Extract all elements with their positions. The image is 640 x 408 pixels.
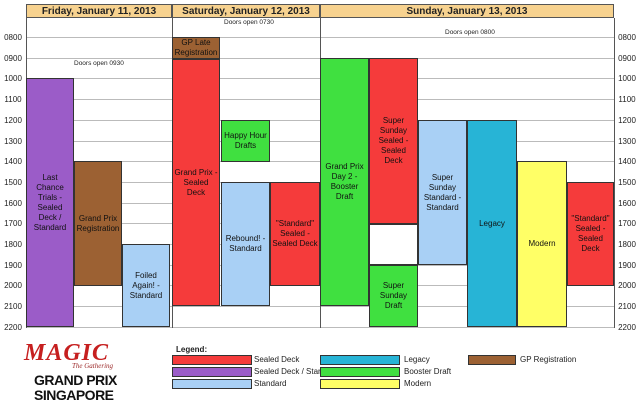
logo-singapore: SINGAPORE: [34, 387, 114, 403]
time-label: 1100: [4, 95, 22, 105]
legend-title: Legend:: [176, 345, 208, 354]
time-label: 1700: [4, 219, 22, 229]
legend-swatch-sealed-deck: [172, 355, 252, 365]
time-label: 1200: [4, 115, 22, 125]
time-label: 1200: [618, 115, 636, 125]
legend-label-legacy: Legacy: [404, 355, 430, 364]
event-happy-hour-drafts[interactable]: Happy Hour Drafts: [221, 120, 270, 162]
time-label: 0900: [618, 53, 636, 63]
event-legacy[interactable]: Legacy: [467, 120, 517, 327]
time-label: 1900: [618, 260, 636, 270]
time-label: 0800: [618, 33, 636, 42]
divider-sunday-right: [614, 18, 615, 328]
time-label: 1800: [4, 240, 22, 249]
event-modern[interactable]: Modern: [517, 161, 567, 327]
time-label: 1800: [618, 240, 636, 249]
time-label: 2100: [618, 302, 636, 312]
doors-saturday: Doors open 0730: [224, 19, 274, 26]
empty-slot-sunday: [369, 224, 418, 265]
event-gp-sealed-deck[interactable]: Grand Prix - Sealed Deck: [172, 59, 220, 306]
event-super-sunday-standard[interactable]: Super Sunday Standard - Standard: [418, 120, 467, 265]
time-label: 1100: [618, 95, 636, 105]
magic-gp-singapore-logo: MAGIC The Gathering GRAND PRIX SINGAPORE: [20, 340, 140, 404]
legend-label-standard: Standard: [254, 379, 287, 388]
event-super-sunday-sealed[interactable]: Super Sunday Sealed - Sealed Deck: [369, 58, 418, 224]
event-gp-registration[interactable]: Grand Prix Registration: [74, 161, 122, 286]
legend-label-sealed-standard: Sealed Deck / Standard: [254, 367, 339, 376]
time-label: 2100: [4, 302, 22, 312]
time-label: 1400: [4, 157, 22, 167]
logo-magic: MAGIC: [24, 340, 110, 366]
doors-sunday: Doors open 0800: [445, 29, 495, 36]
time-label: 1000: [4, 74, 22, 84]
legend-swatch-modern: [320, 379, 400, 389]
time-label: 0800: [4, 33, 22, 42]
legend-swatch-sealed-standard: [172, 367, 252, 377]
logo-subtitle: The Gathering: [72, 362, 114, 370]
legend-label-modern: Modern: [404, 379, 432, 388]
doors-friday: Doors open 0930: [74, 60, 124, 67]
event-super-sunday-draft[interactable]: Super Sunday Draft: [369, 265, 418, 327]
event-standard-sealed-sunday[interactable]: "Standard" Sealed - Sealed Deck: [567, 182, 614, 286]
header-friday: Friday, January 11, 2013: [26, 4, 172, 18]
time-label: 1700: [618, 219, 636, 229]
event-foiled-again[interactable]: Foiled Again! - Standard: [122, 244, 170, 327]
time-label: 2200: [4, 322, 22, 332]
legend-swatch-booster-draft: [320, 367, 400, 377]
time-label: 1400: [618, 157, 636, 167]
event-rebound-standard[interactable]: Rebound! - Standard: [221, 182, 270, 306]
legend-label-gp-registration: GP Registration: [520, 355, 577, 364]
event-last-chance-trials[interactable]: Last Chance Trials - Sealed Deck / Stand…: [26, 78, 74, 327]
legend-label-sealed-deck: Sealed Deck: [254, 355, 300, 364]
time-label: 1500: [4, 177, 22, 187]
event-gp-late-registration[interactable]: GP Late Registration: [172, 37, 220, 59]
legend-swatch-standard: [172, 379, 252, 389]
time-label: 1500: [618, 177, 636, 187]
logo-grand-prix: GRAND PRIX: [34, 372, 117, 388]
event-standard-sealed-saturday[interactable]: "Standard" Sealed - Sealed Deck: [270, 182, 320, 286]
event-gp-day2-booster-draft[interactable]: Grand Prix Day 2 - Booster Draft: [320, 58, 369, 306]
time-label: 2200: [618, 322, 636, 332]
time-label: 1300: [618, 136, 636, 146]
time-label: 1300: [4, 136, 22, 146]
time-label: 2000: [618, 281, 636, 291]
time-label: 0900: [4, 53, 22, 63]
time-label: 1000: [618, 74, 636, 84]
legend-label-booster-draft: Booster Draft: [404, 367, 452, 376]
time-label: 1600: [618, 198, 636, 208]
header-sunday: Sunday, January 13, 2013: [320, 4, 614, 18]
legend-swatch-legacy: [320, 355, 400, 365]
time-label: 1600: [4, 198, 22, 208]
legend-swatch-gp-registration: [468, 355, 516, 365]
header-saturday: Saturday, January 12, 2013: [172, 4, 320, 18]
time-label: 2000: [4, 281, 22, 291]
time-label: 1900: [4, 260, 22, 270]
